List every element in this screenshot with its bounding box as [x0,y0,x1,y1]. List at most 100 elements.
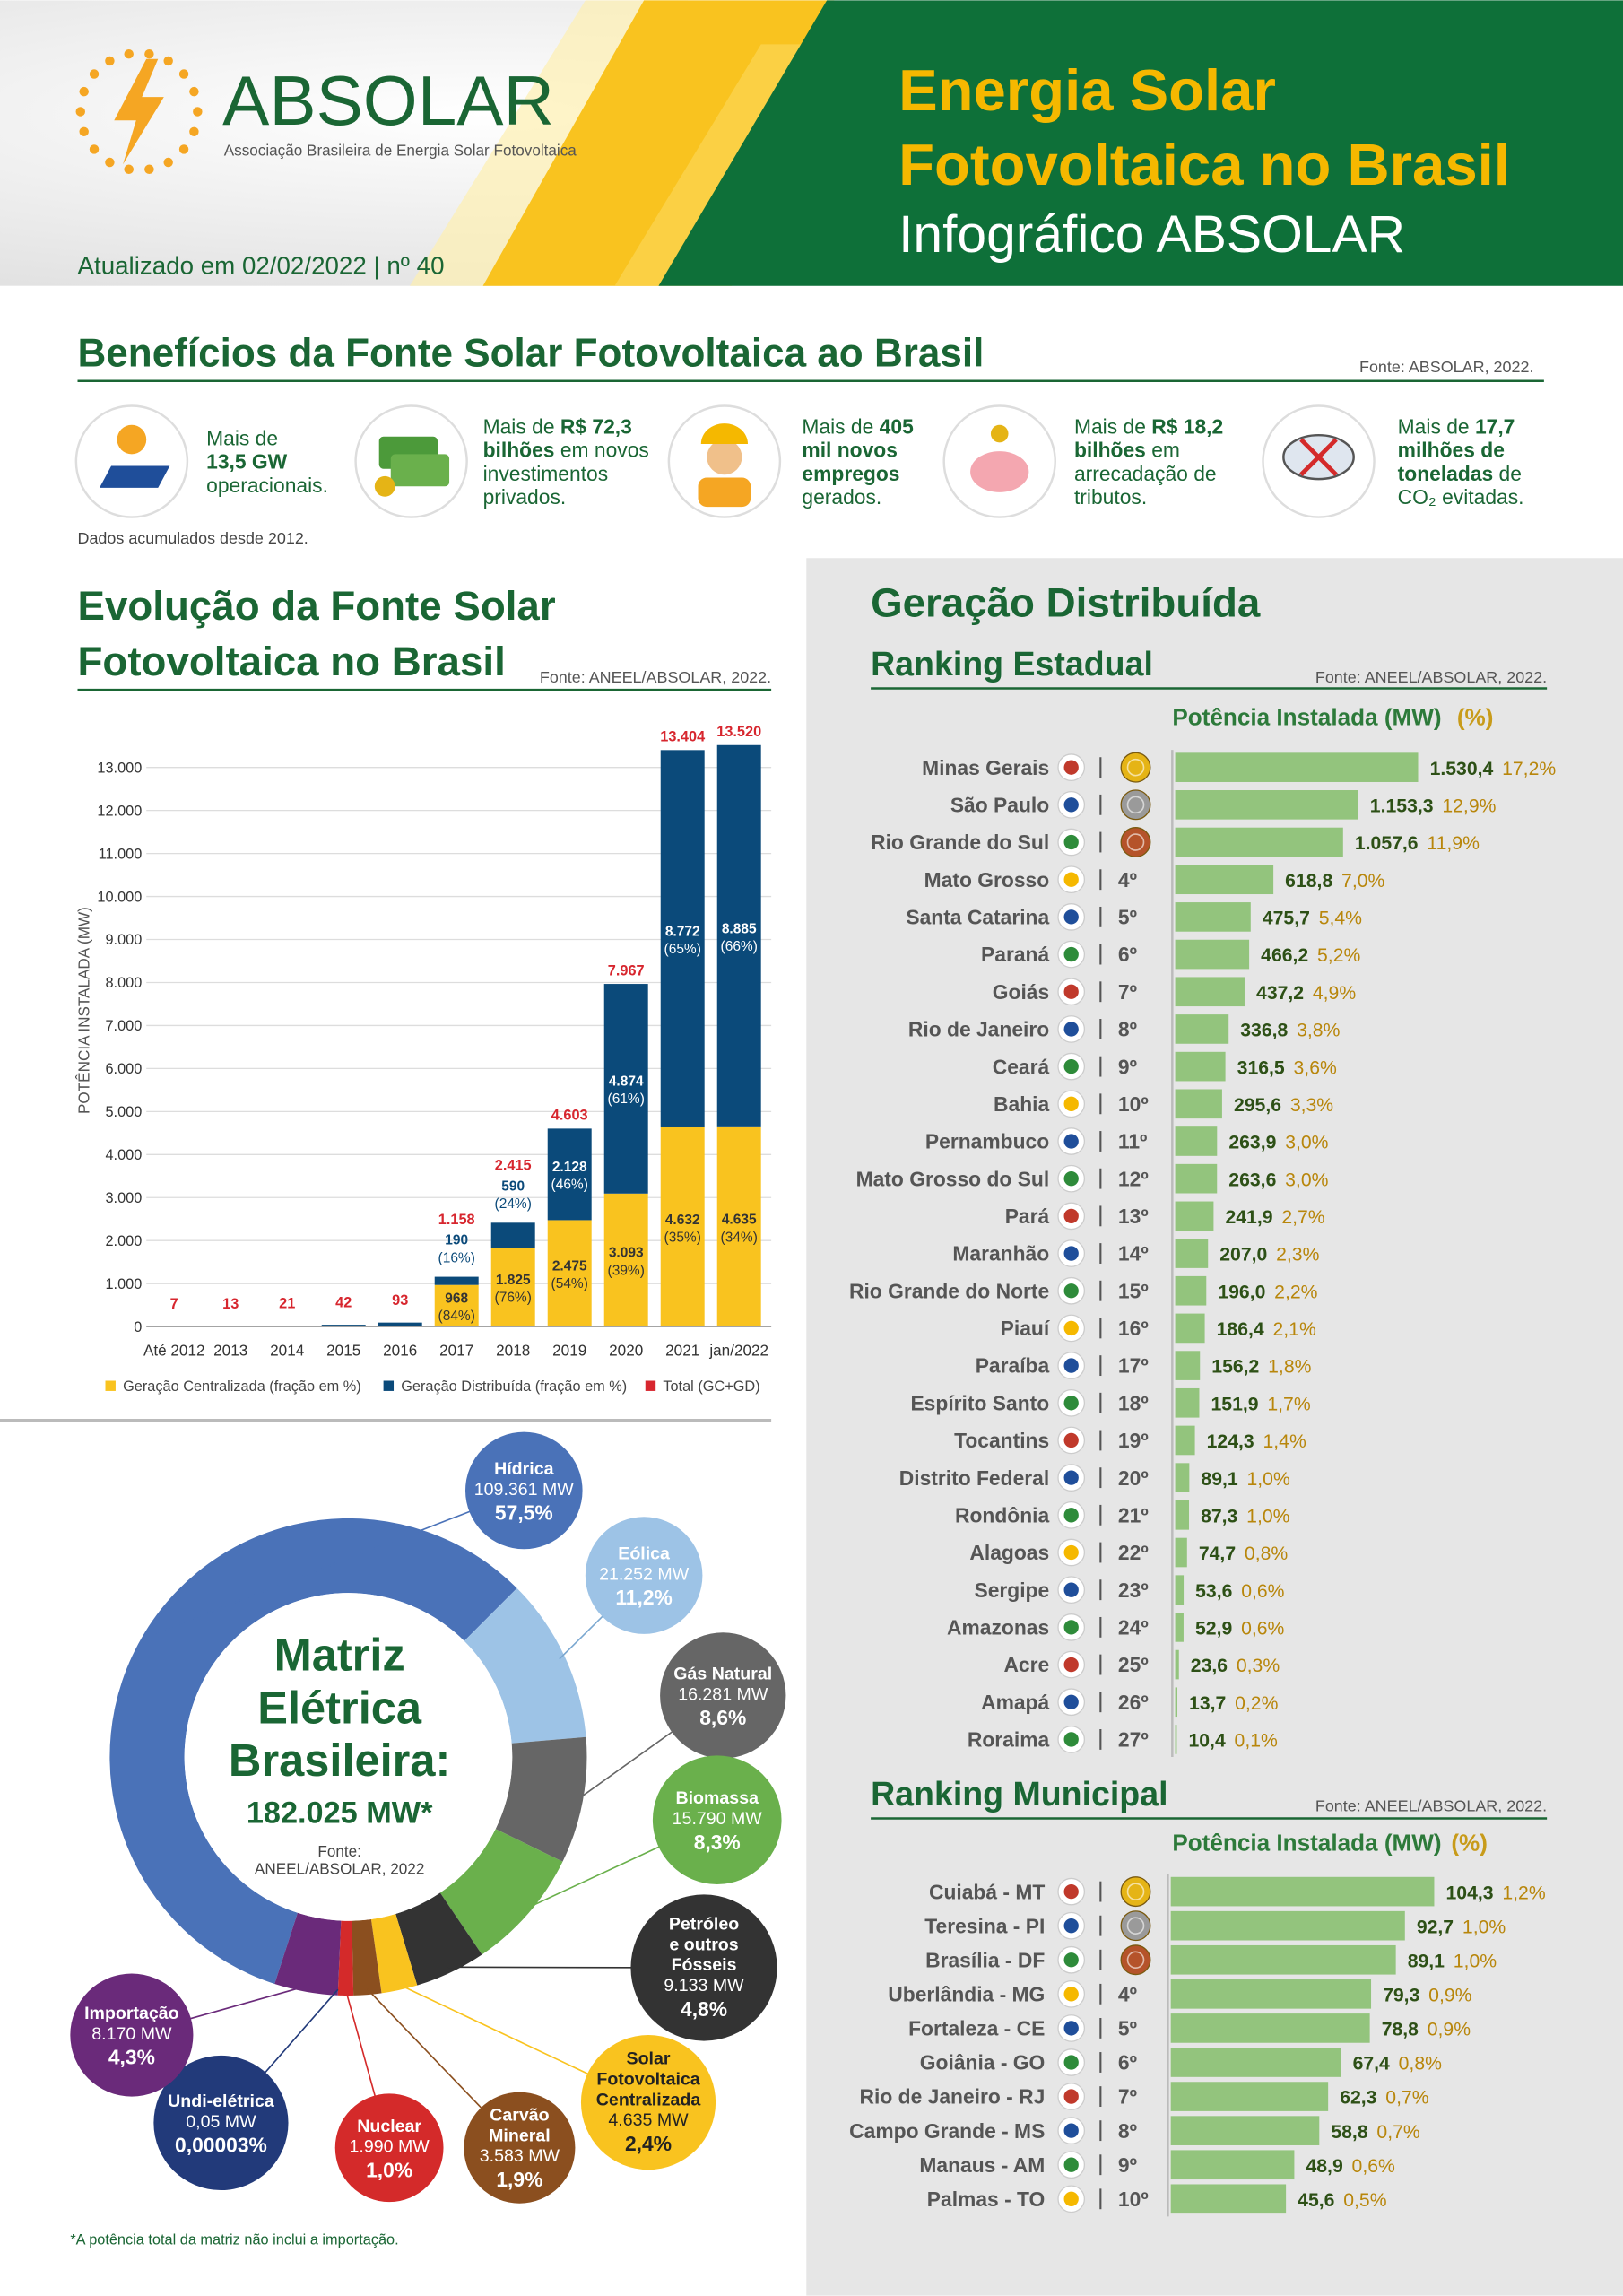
donut-title: Elétrica [257,1682,422,1733]
y-tick-label: 0 [134,1319,142,1335]
total-label: 4.603 [551,1108,588,1124]
flag-emblem [1063,1732,1079,1747]
benefit-text: investimentos [483,462,609,485]
logo-dot [144,48,154,59]
bubble-share: 4,8% [681,1997,727,2021]
bar [1175,1239,1209,1268]
rank-label: 23º [1118,1578,1149,1602]
share-label: 17,2% [1502,759,1556,779]
bar [1170,2048,1341,2077]
total-label: 13.520 [716,724,761,740]
share-header: (%) [1451,1829,1488,1856]
benefit-line: investimentos [483,462,609,485]
bubble-name: Hídrica [494,1459,554,1479]
title: Fotovoltaica no Brasil [898,132,1510,197]
logo-dot [189,86,199,97]
rank-label: 8º [1118,1018,1137,1041]
label-bubble [465,1431,583,1550]
ranking-chart: Ranking Estadual Fonte: ANEEL/ABSOLAR, 20… [849,645,1556,1758]
donut-title: Matriz [274,1630,405,1681]
benefits-title: Benefícios da Fonte Solar Fotovoltaica a… [78,331,985,375]
logo-dot [79,126,89,137]
benefit-line: Mais de [206,427,278,450]
logo-dot [89,69,100,79]
x-tick-label: 2017 [439,1342,473,1360]
share-label: 0,8% [1245,1544,1288,1564]
flag-emblem [1063,1508,1079,1523]
category-label: Sergipe [974,1578,1049,1602]
bar [1175,1575,1185,1605]
bubble-name: Biomassa [675,1788,759,1808]
medal [1120,1910,1151,1942]
header-green [658,0,1623,286]
rank-label: 21º [1118,1503,1149,1526]
bar [1175,1275,1207,1306]
bar [1175,827,1343,857]
legend-swatch [105,1380,116,1391]
y-tick-label: 10.000 [97,889,142,905]
benefit-text: toneladas [1398,462,1494,485]
bubble-share: 2,4% [625,2132,672,2155]
benefit-line: empregos [802,462,899,485]
bubble-share: 0,00003% [175,2134,267,2157]
bar [1175,865,1274,895]
category-label: Rio Grande do Norte [849,1279,1049,1302]
share-label: 3,8% [1297,1021,1340,1041]
logo-bolt [114,58,164,165]
bar [1175,939,1250,970]
y-tick-label: 12.000 [97,803,142,819]
share-label: 0,7% [1385,2088,1428,2109]
category-label: Ceará [993,1055,1050,1078]
share-header: (%) [1457,703,1494,730]
bubble-share: 57,5% [495,1501,553,1525]
medal [1120,752,1151,783]
value-label: 104,3 [1446,1883,1494,1903]
value-label: 466,2 [1261,945,1308,966]
benefit-text: 17,7 [1475,415,1515,439]
value-label: 186,4 [1217,1319,1264,1340]
total-label: 7 [170,1296,178,1312]
benefit-line: CO₂ evitadas. [1398,485,1524,509]
bar-gd [660,750,705,1127]
benefits-note: Dados acumulados desde 2012. [78,529,308,547]
value-label: 67,4 [1353,2054,1390,2074]
flag-emblem [1063,1358,1079,1373]
y-axis-label: POTÊNCIA INSTALADA (MW) [75,907,93,1114]
value-label: 89,1 [1408,1951,1445,1971]
benefit-line: arrecadação de [1074,462,1217,485]
benefit-text: Mais de [1398,415,1475,439]
share-label: 1,0% [1454,1951,1497,1971]
share-label: 2,1% [1272,1319,1315,1340]
value-label: 53,6 [1195,1581,1232,1602]
bar [1170,2013,1370,2043]
bubble-name: e outros [669,1935,738,1954]
total-label: 2.415 [495,1158,532,1174]
flag-emblem [1063,2123,1079,2138]
value-label: 45,6 [1298,2190,1334,2211]
donut-slice [495,1736,587,1862]
category-label: Santa Catarina [906,906,1049,929]
share-label: 3,0% [1285,1170,1328,1190]
flag-emblem [1063,1096,1079,1111]
footnote: *A potência total da matriz não inclui a… [70,2231,398,2248]
flag-emblem [1063,1952,1079,1968]
label-bubble [660,1632,786,1759]
logo-dot [105,157,115,168]
flag-emblem [1063,1134,1079,1149]
chart-title: Evolução da Fonte Solar [78,583,556,629]
bar-gc [490,1248,535,1327]
x-tick-label: 2020 [609,1342,643,1360]
section-title: Geração Distribuída [871,580,1261,626]
logo-dot [105,56,115,66]
share-label: 2,7% [1281,1207,1324,1228]
medal-inner [1126,758,1145,777]
flag-emblem [1063,1694,1079,1709]
icon-panel [99,465,170,488]
y-tick-label: 8.000 [105,975,142,991]
bubble-name: Eólica [618,1544,671,1564]
rank-label: 7º [1118,2085,1137,2109]
share-label: 0,6% [1352,2156,1395,2177]
benefit-text: privados. [483,485,567,509]
icon-sun [117,424,147,455]
